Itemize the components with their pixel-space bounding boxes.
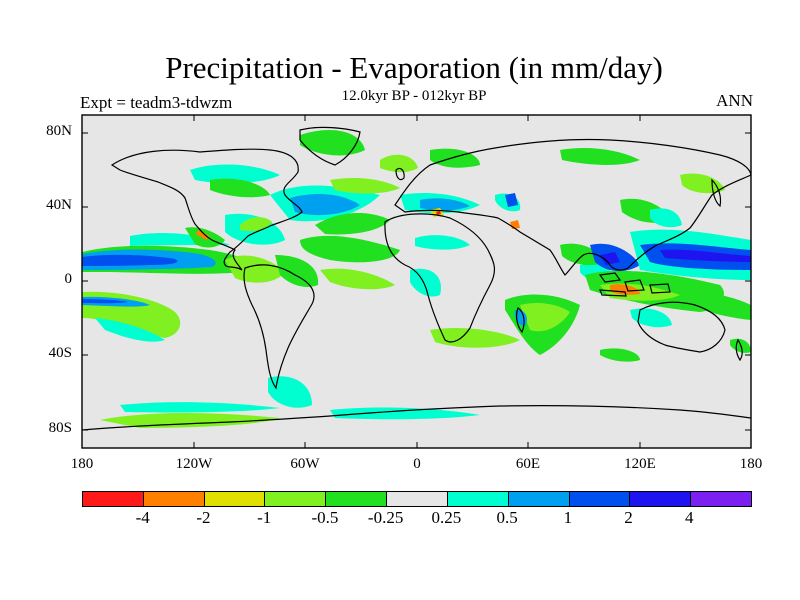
field-amazon-green (225, 255, 285, 283)
coast-uk (395, 167, 405, 181)
field-natl-green (315, 213, 390, 235)
colorbar-label: -4 (135, 508, 150, 527)
field-canada-cyan (190, 164, 280, 184)
coast-north-america (110, 148, 303, 271)
experiment-label: Expt = teadm3-tdwzm (80, 93, 233, 112)
coast-antarctica (82, 405, 751, 431)
lon-label-0: 0 (413, 456, 421, 472)
field-sahel-cyan (415, 235, 470, 250)
colorbar-box (204, 492, 266, 506)
colorbar-label: -1 (257, 508, 272, 527)
field-na-green (240, 217, 272, 232)
lon-label-180w: 180 (70, 456, 94, 472)
lat-label-0: 0 (64, 271, 73, 287)
colorbar-box (387, 492, 448, 506)
lon-label-180e: 180 (739, 456, 763, 472)
colorbar (82, 491, 752, 507)
coast-africa (384, 213, 496, 343)
field-europe-blue (420, 198, 470, 211)
field-southern-cyan (330, 407, 480, 420)
coast-japan (711, 178, 722, 208)
field-mc-darkblue (600, 252, 620, 265)
colorbar-label: -0.25 (367, 508, 404, 527)
colorbar-box (326, 492, 388, 506)
field-australia-cyan (630, 308, 672, 328)
coast-south-america (243, 264, 315, 390)
field-argentina-cyan (268, 376, 312, 408)
coast-nz (735, 338, 743, 362)
coast-eurasia (394, 138, 751, 276)
season-label: ANN (716, 91, 753, 110)
lon-label-120e: 120E (624, 456, 656, 472)
field-arabia-blue (505, 193, 518, 207)
field-mc-orange (610, 284, 640, 295)
field-wpac-darkblue (660, 249, 751, 262)
field-southern-green (600, 348, 640, 362)
colorbar-label: 0.25 (431, 508, 462, 527)
field-europe-green2 (380, 154, 418, 173)
colorbar-box (143, 492, 205, 506)
lat-label-80n: 80N (46, 123, 72, 139)
map-subtitle: 12.0kyr BP - 012kyr BP (341, 88, 487, 104)
colorbar-box (265, 492, 327, 506)
colorbar-box (630, 492, 692, 506)
colorbar-label: 2 (624, 508, 633, 527)
field-natl-green2 (330, 177, 400, 194)
field-greenland-green (300, 130, 365, 156)
lat-label-40n: 40N (46, 197, 72, 213)
map-title: Precipitation - Evaporation (in mm/day) (165, 50, 663, 85)
tick-marks (81, 115, 752, 448)
colorbar-label: 0.5 (496, 508, 518, 527)
field-spac-cyan (95, 318, 165, 342)
anomaly-fields (82, 130, 751, 428)
lon-label-60e: 60E (515, 456, 541, 472)
lat-label-40s: 40S (48, 345, 72, 361)
field-asia-green (560, 243, 605, 266)
field-japan-green (680, 173, 725, 194)
field-africa-cyan (410, 268, 441, 297)
field-canada-green (210, 178, 270, 198)
lat-label-80s: 80S (48, 420, 72, 436)
lon-label-60w: 60W (290, 456, 320, 472)
coast-australia (637, 301, 726, 353)
field-antarctic-green (100, 413, 280, 428)
coast-greenland (299, 126, 361, 166)
field-indian-lightgreen (520, 302, 570, 332)
field-amazon-green2 (275, 255, 319, 287)
field-spcz-green (690, 293, 751, 320)
colorbar-box (447, 492, 509, 506)
field-epac-orange (196, 230, 210, 240)
field-natl-blue (290, 194, 360, 216)
colorbar-label: -2 (196, 508, 211, 527)
colorbar-box (691, 492, 751, 506)
field-med-red (436, 211, 441, 215)
colorbar-box (508, 492, 570, 506)
field-atlantic-green (300, 235, 400, 263)
coast-maritime (598, 272, 671, 297)
field-cpac-blue (82, 254, 178, 266)
colorbar-box (83, 492, 144, 506)
colorbar-label: 1 (563, 508, 573, 527)
field-spac-blue (82, 299, 128, 304)
field-atlantic-lightgreen (320, 268, 395, 290)
field-china-cyan (650, 208, 682, 228)
coastlines (82, 126, 751, 431)
colorbar-label: -0.5 (311, 508, 339, 527)
field-antarctic-cyan (120, 402, 280, 413)
field-siberia-green (560, 148, 640, 165)
lon-label-120w: 120W (175, 456, 213, 472)
colorbar-box (569, 492, 631, 506)
colorbar-label: 4 (685, 508, 694, 527)
coast-madagascar (516, 307, 525, 334)
field-spac-south-green (430, 328, 520, 348)
